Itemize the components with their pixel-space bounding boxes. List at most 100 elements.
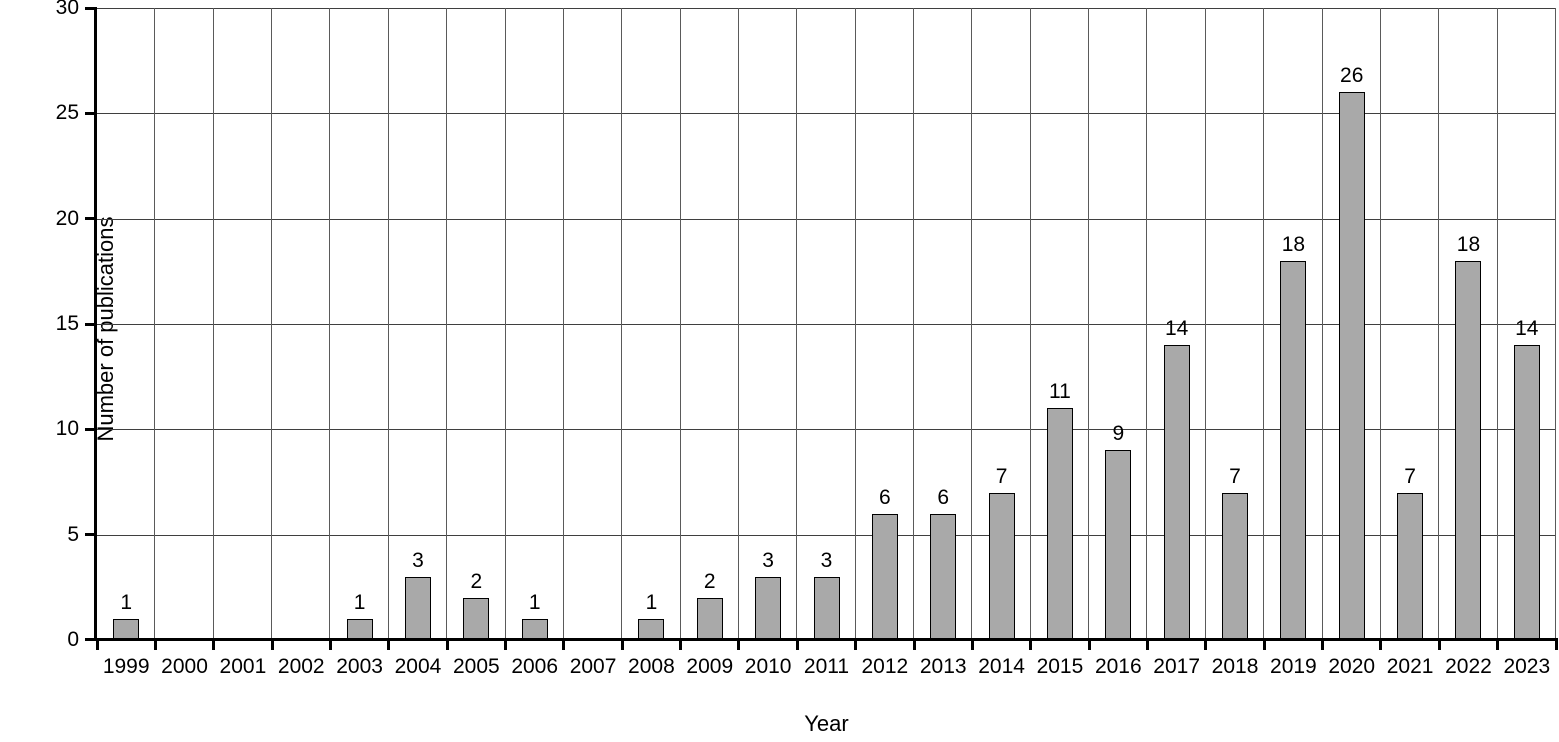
bar-2018 xyxy=(1222,492,1249,640)
h-gridline-20 xyxy=(97,218,1556,220)
x-tick-mark-9 xyxy=(620,640,624,650)
x-tick-mark-23 xyxy=(1437,640,1441,650)
bar-2005 xyxy=(463,597,490,640)
bar-value-label-2022: 18 xyxy=(1456,232,1481,256)
bar-value-label-2011: 3 xyxy=(820,548,833,572)
x-tick-mark-20 xyxy=(1262,640,1266,650)
x-tick-mark-18 xyxy=(1145,640,1149,650)
v-gridline-16 xyxy=(1029,8,1031,640)
x-tick-label-2006: 2006 xyxy=(511,655,559,678)
x-tick-mark-3 xyxy=(270,640,274,650)
x-tick-label-2021: 2021 xyxy=(1386,655,1434,678)
x-tick-label-2003: 2003 xyxy=(336,655,383,678)
bar-2004 xyxy=(404,576,431,640)
y-tick-label-10: 10 xyxy=(55,417,79,441)
bar-value-label-2016: 9 xyxy=(1112,422,1125,446)
v-gridline-22 xyxy=(1379,8,1381,640)
bar-value-label-2009: 2 xyxy=(703,569,716,593)
h-gridline-10 xyxy=(97,429,1556,431)
y-tick-label-0: 0 xyxy=(67,628,79,651)
bar-2020 xyxy=(1338,92,1365,640)
v-gridline-3 xyxy=(271,8,273,640)
v-gridline-9 xyxy=(621,8,623,640)
bar-value-label-2019: 18 xyxy=(1281,232,1306,256)
y-tick-mark-15 xyxy=(85,322,97,326)
bar-2011 xyxy=(813,576,840,640)
x-tick-mark-16 xyxy=(1029,640,1033,650)
x-tick-label-2017: 2017 xyxy=(1153,655,1201,678)
y-tick-mark-20 xyxy=(85,217,97,221)
bar-value-label-2010: 3 xyxy=(762,548,774,572)
v-gridline-12 xyxy=(796,8,798,640)
x-tick-label-2009: 2009 xyxy=(686,655,734,678)
x-tick-label-2012: 2012 xyxy=(861,655,909,678)
v-gridline-7 xyxy=(504,8,506,640)
v-gridline-25 xyxy=(1555,8,1556,640)
v-gridline-15 xyxy=(971,8,973,640)
x-tick-mark-24 xyxy=(1496,640,1500,650)
y-tick-mark-25 xyxy=(85,111,97,115)
x-tick-label-2020: 2020 xyxy=(1328,655,1376,678)
v-gridline-14 xyxy=(913,8,915,640)
v-gridline-4 xyxy=(329,8,331,640)
x-tick-mark-19 xyxy=(1204,640,1208,650)
x-tick-mark-0 xyxy=(95,640,99,650)
x-tick-label-2016: 2016 xyxy=(1094,655,1142,678)
x-tick-label-2000: 2000 xyxy=(161,655,208,678)
x-tick-label-1999: 1999 xyxy=(102,655,150,678)
v-gridline-8 xyxy=(562,8,564,640)
x-tick-label-2018: 2018 xyxy=(1211,655,1259,678)
h-gridline-5 xyxy=(97,534,1556,536)
h-gridline-15 xyxy=(97,324,1556,325)
x-tick-mark-7 xyxy=(504,640,508,650)
bar-value-label-1999: 1 xyxy=(120,590,133,614)
y-tick-label-20: 20 xyxy=(55,206,79,230)
x-tick-label-2023: 2023 xyxy=(1503,655,1551,678)
y-tick-label-30: 30 xyxy=(55,0,79,19)
x-tick-mark-11 xyxy=(737,640,741,650)
bar-1999 xyxy=(113,618,140,640)
bar-value-label-2021: 7 xyxy=(1404,464,1416,488)
bar-value-label-2017: 14 xyxy=(1164,317,1189,341)
x-tick-mark-1 xyxy=(153,640,157,650)
x-tick-mark-10 xyxy=(679,640,683,650)
x-tick-mark-21 xyxy=(1321,640,1325,650)
bar-value-label-2005: 2 xyxy=(470,569,483,593)
bar-value-label-2018: 7 xyxy=(1229,464,1241,488)
x-tick-mark-25 xyxy=(1554,640,1558,650)
v-gridline-10 xyxy=(679,8,681,640)
plot-area: Number of publications 0 5 10 15 20 25 30 1 1999… xyxy=(56,0,1558,678)
bar-value-label-2003: 1 xyxy=(353,590,366,614)
y-tick-mark-10 xyxy=(85,427,97,431)
v-gridline-24 xyxy=(1496,8,1498,640)
bar-2023 xyxy=(1513,345,1540,640)
x-tick-label-2019: 2019 xyxy=(1270,655,1317,678)
bar-value-label-2004: 3 xyxy=(412,548,424,572)
bar-2021 xyxy=(1397,492,1424,640)
v-gridline-2 xyxy=(212,8,214,640)
x-tick-mark-22 xyxy=(1379,640,1383,650)
v-gridline-21 xyxy=(1321,8,1323,640)
x-tick-mark-13 xyxy=(854,640,858,650)
v-gridline-18 xyxy=(1146,8,1148,640)
x-tick-label-2010: 2010 xyxy=(744,655,792,678)
v-gridline-1 xyxy=(154,8,156,640)
v-gridline-13 xyxy=(854,8,856,640)
y-tick-mark-5 xyxy=(85,533,97,537)
x-tick-mark-5 xyxy=(387,640,391,650)
x-tick-label-2015: 2015 xyxy=(1036,655,1084,678)
x-axis-title: Year xyxy=(804,711,849,736)
y-tick-mark-30 xyxy=(85,6,97,10)
bar-2013 xyxy=(930,513,957,640)
bar-2022 xyxy=(1455,260,1482,640)
x-tick-label-2007: 2007 xyxy=(569,655,617,678)
v-gridline-5 xyxy=(387,8,389,640)
bar-2008 xyxy=(638,618,665,640)
bar-2006 xyxy=(521,618,548,640)
bar-2014 xyxy=(988,492,1015,640)
bar-value-label-2020: 26 xyxy=(1340,64,1364,88)
y-tick-label-5: 5 xyxy=(67,522,79,546)
bar-2015 xyxy=(1046,408,1073,640)
v-gridline-6 xyxy=(446,8,448,640)
x-tick-mark-2 xyxy=(212,640,216,650)
